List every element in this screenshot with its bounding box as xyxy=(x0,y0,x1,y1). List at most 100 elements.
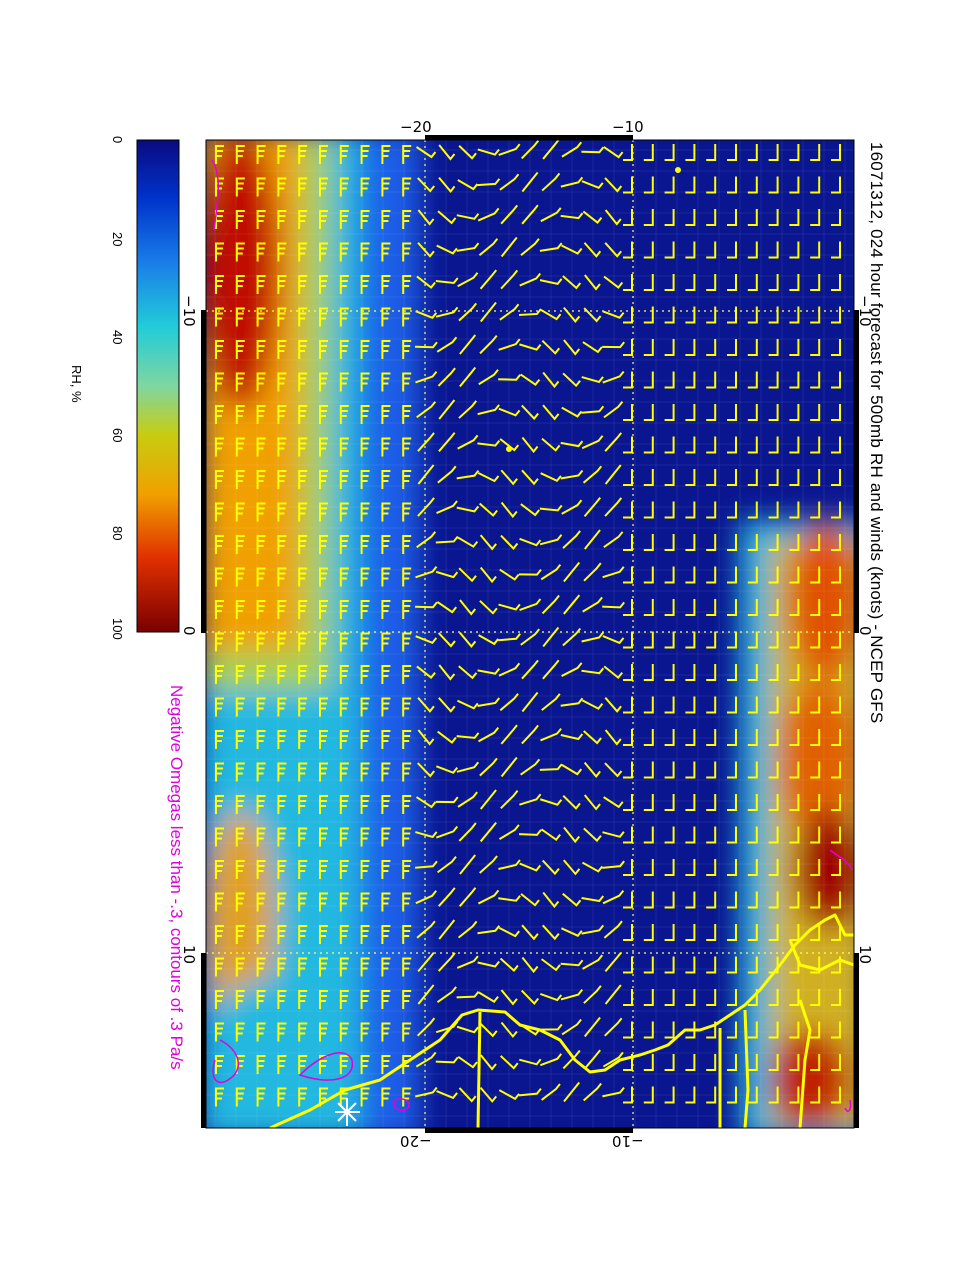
wind-barb xyxy=(789,989,800,1006)
wind-barb xyxy=(664,1054,675,1071)
wind-barb xyxy=(256,210,266,229)
wind-barb xyxy=(664,859,675,876)
wind-barb xyxy=(789,534,800,551)
colorbar-tick: 40 xyxy=(110,330,125,345)
wind-barb xyxy=(539,278,563,285)
wind-barb xyxy=(298,762,308,782)
wind-barb xyxy=(381,372,391,392)
wind-barb xyxy=(623,404,633,421)
wind-barb xyxy=(458,302,477,322)
wind-barb xyxy=(768,566,779,584)
wind-barb xyxy=(381,405,391,424)
wind-barb xyxy=(500,724,518,745)
wind-barb xyxy=(381,990,391,1009)
wind-barb xyxy=(500,269,519,290)
wind-barb xyxy=(479,855,498,874)
wind-barb xyxy=(768,1054,779,1071)
wind-barb xyxy=(415,1086,438,1098)
wind-barb xyxy=(831,631,841,649)
wind-barb xyxy=(768,436,779,454)
wind-barb xyxy=(235,730,245,749)
wind-barb xyxy=(435,306,459,318)
wind-barb xyxy=(603,275,624,289)
wind-barb xyxy=(727,501,737,519)
wind-barb xyxy=(664,501,675,519)
wind-barb xyxy=(277,762,287,782)
wind-barb xyxy=(542,140,560,160)
wind-barb xyxy=(381,242,391,262)
wind-barb xyxy=(831,469,841,486)
wind-barb xyxy=(215,892,224,912)
wind-barb xyxy=(277,242,287,262)
wind-barb xyxy=(416,920,436,939)
wind-barb xyxy=(541,594,560,615)
wind-barb xyxy=(810,1054,821,1071)
wind-barb xyxy=(810,859,821,876)
wind-barb xyxy=(456,955,479,969)
wind-barb xyxy=(643,176,654,194)
wind-barb xyxy=(319,665,328,684)
wind-barb xyxy=(727,729,737,746)
wind-barb xyxy=(256,1087,266,1107)
wind-barb xyxy=(319,1022,328,1042)
wind-barb xyxy=(500,1021,518,1039)
wind-barb xyxy=(831,729,841,746)
wind-barb xyxy=(235,665,245,684)
wind-barb xyxy=(319,535,328,554)
wind-barb xyxy=(789,696,800,714)
wind-barb xyxy=(664,404,675,421)
wind-barb xyxy=(685,306,696,324)
wind-barb xyxy=(235,1022,245,1042)
wind-barb xyxy=(360,1022,370,1042)
wind-barb xyxy=(298,600,308,619)
wind-barb xyxy=(831,696,841,714)
wind-barb xyxy=(789,241,800,259)
wind-barb xyxy=(298,405,308,424)
wind-barb xyxy=(643,371,654,389)
wind-barb xyxy=(562,627,582,647)
wind-barb xyxy=(438,697,456,713)
wind-barb xyxy=(498,338,521,351)
wind-barb xyxy=(458,822,477,842)
wind-barb xyxy=(477,960,500,968)
wind-barb xyxy=(747,144,758,161)
wind-barb xyxy=(235,632,245,652)
wind-barb xyxy=(520,238,540,256)
wind-barb xyxy=(539,242,563,252)
wind-barb xyxy=(414,601,438,609)
wind-barb xyxy=(381,1087,391,1107)
wind-barb xyxy=(685,664,696,681)
wind-barb xyxy=(298,145,308,164)
wind-barb xyxy=(479,534,497,551)
rh-field-moist-east xyxy=(740,520,854,1128)
wind-barb xyxy=(664,209,675,226)
wind-barb xyxy=(319,795,328,814)
wind-barb xyxy=(727,241,737,259)
wind-barb xyxy=(540,1053,563,1067)
wind-barb xyxy=(479,1087,498,1103)
wind-barb xyxy=(685,989,696,1006)
wind-barb xyxy=(360,470,370,489)
wind-barb xyxy=(831,274,841,291)
omega-caption: Negative Omegas less than -.3, contours … xyxy=(167,685,186,1070)
wind-barb xyxy=(500,469,518,486)
wind-barb xyxy=(623,599,633,616)
wind-barb xyxy=(664,1086,675,1104)
wind-barb xyxy=(727,566,737,584)
bottom-axis-tick: −20 xyxy=(400,1132,432,1150)
wind-barb xyxy=(339,405,349,424)
wind-barb xyxy=(643,469,654,486)
wind-barb xyxy=(581,435,604,450)
wind-barb xyxy=(277,1022,287,1042)
wind-barb xyxy=(727,274,737,291)
wind-barb xyxy=(623,306,633,324)
wind-barb xyxy=(498,662,521,677)
wind-barb xyxy=(685,1054,696,1071)
wind-barb xyxy=(415,310,438,319)
wind-barb xyxy=(339,892,349,912)
wind-barb xyxy=(256,470,266,489)
wind-barb xyxy=(339,632,349,652)
wind-barb xyxy=(215,340,224,359)
wind-barb xyxy=(540,309,562,321)
wind-barb xyxy=(685,404,696,421)
